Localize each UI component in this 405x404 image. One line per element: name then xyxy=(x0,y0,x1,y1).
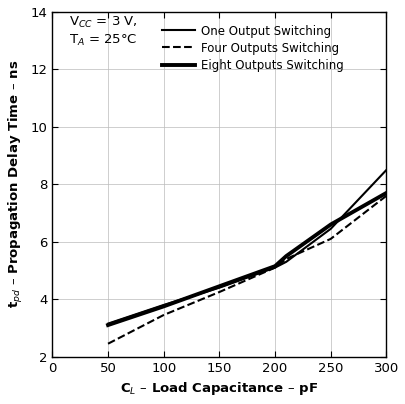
Y-axis label: t$_{pd}$ – Propagation Delay Time – ns: t$_{pd}$ – Propagation Delay Time – ns xyxy=(7,60,25,308)
Legend: One Output Switching, Four Outputs Switching, Eight Outputs Switching: One Output Switching, Four Outputs Switc… xyxy=(158,21,346,76)
Text: V$_{CC}$ = 3 V,
T$_A$ = 25°C: V$_{CC}$ = 3 V, T$_A$ = 25°C xyxy=(69,15,137,48)
X-axis label: C$_L$ – Load Capacitance – pF: C$_L$ – Load Capacitance – pF xyxy=(120,380,318,397)
